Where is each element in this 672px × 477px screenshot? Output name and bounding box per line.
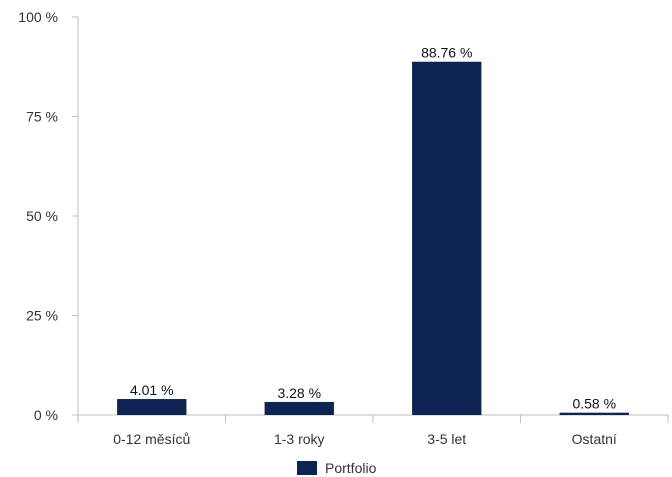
legend: Portfolio: [297, 460, 377, 476]
y-tick-label: 75 %: [26, 109, 58, 125]
y-axis: 0 % 25 % 50 % 75 % 100 %: [18, 9, 79, 423]
x-category-label: 3-5 let: [427, 431, 466, 447]
x-category-label: 0-12 měsíců: [113, 431, 190, 447]
y-tick-label: 100 %: [18, 9, 58, 25]
x-axis: 0-12 měsíců 1-3 roky 3-5 let Ostatní: [77, 414, 669, 447]
y-tick-label: 50 %: [26, 208, 58, 224]
bar: [559, 412, 629, 415]
data-labels: 4.01 % 3.28 % 88.76 % 0.58 %: [130, 45, 616, 412]
bar: [117, 399, 187, 415]
legend-swatch-portfolio: [297, 461, 317, 475]
y-tick-label: 0 %: [34, 407, 58, 423]
x-category-label: Ostatní: [572, 431, 617, 447]
bar-data-label: 0.58 %: [572, 396, 616, 412]
bar-data-label: 4.01 %: [130, 382, 174, 398]
bars: [117, 61, 629, 415]
y-tick-label: 25 %: [26, 308, 58, 324]
bar: [264, 401, 334, 415]
bar-data-label: 3.28 %: [277, 385, 321, 401]
bar-data-label: 88.76 %: [421, 45, 472, 61]
x-category-label: 1-3 roky: [274, 431, 325, 447]
legend-label-portfolio: Portfolio: [325, 460, 377, 476]
bar: [412, 61, 482, 415]
